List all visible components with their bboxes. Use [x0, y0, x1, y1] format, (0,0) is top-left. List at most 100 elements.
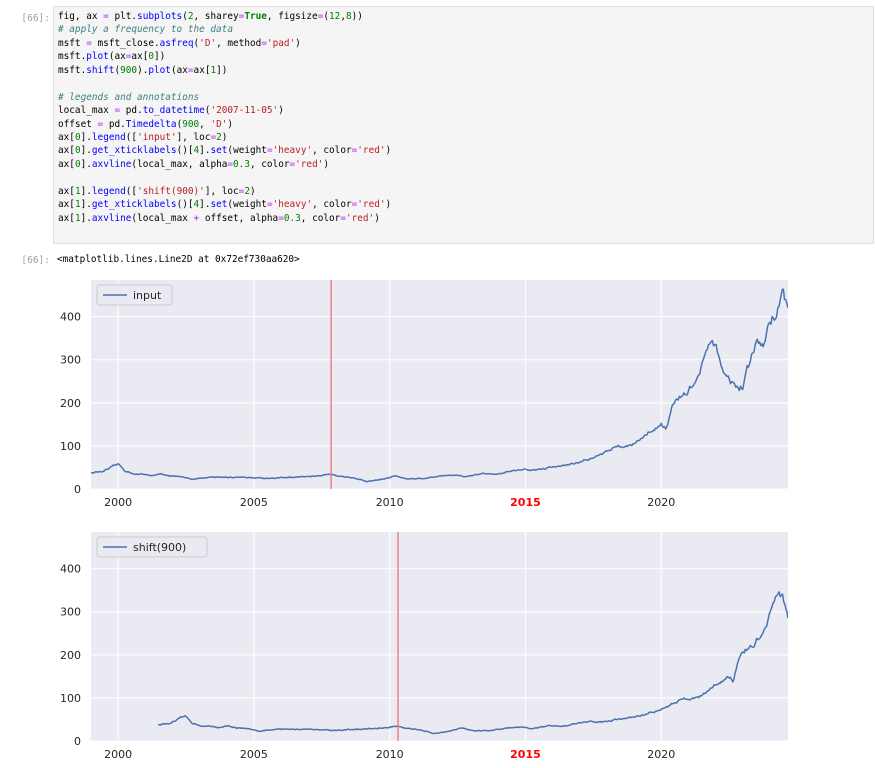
code-token: . — [80, 51, 87, 63]
code-token: , color — [312, 199, 352, 211]
x-tick-label: 2010 — [376, 496, 404, 509]
output-text: <matplotlib.lines.Line2D at 0x72ef730aa6… — [57, 254, 300, 265]
code-token: ()[ — [176, 145, 194, 157]
y-tick-label: 300 — [60, 606, 81, 619]
code-token: ] — [80, 212, 87, 224]
code-token: (local_max, alpha — [131, 158, 228, 170]
code-cell-input[interactable]: fig, ax = plt.subplots(2, sharey=True, f… — [53, 6, 874, 244]
code-token: Timedelta — [125, 118, 177, 130]
code-token: pd — [103, 118, 121, 130]
code-token: 0 — [74, 145, 81, 157]
code-token: . — [142, 64, 149, 76]
code-token: offset — [58, 118, 98, 130]
code-token: 'D' — [210, 118, 228, 130]
code-line: msft = msft_close.asfreq('D', method='pa… — [58, 37, 873, 50]
series-line — [157, 591, 788, 735]
code-token: , color — [300, 212, 341, 224]
code-token: ( — [182, 11, 188, 22]
subplot-2: 0 100 200 300 400 2000 2005 2010 2015 2020 shift(9… — [60, 532, 788, 761]
code-token: = — [266, 145, 273, 157]
code-token: ] — [199, 199, 205, 211]
code-token: 'input' — [137, 131, 177, 143]
code-token: ax[ — [58, 158, 75, 170]
code-token: ) — [385, 145, 392, 157]
code-token: 1 — [74, 199, 81, 211]
code-line — [58, 171, 873, 184]
code-token: 0 — [74, 158, 81, 170]
subplot-1: 0 100 200 300 400 2000 2005 2010 2015 2020 input — [60, 280, 788, 509]
legend-label: shift(900) — [133, 541, 186, 554]
code-token: = — [238, 11, 245, 22]
code-token: . — [204, 145, 211, 157]
code-token: 1 — [210, 64, 217, 76]
code-token: = — [317, 11, 324, 22]
y-tick-label: 100 — [60, 440, 81, 453]
x-tick-label: 2005 — [240, 496, 268, 509]
code-token: . — [86, 212, 92, 224]
code-token: ) — [250, 185, 256, 197]
code-token: = — [261, 37, 267, 49]
code-token: = — [125, 51, 132, 63]
y-tick-label: 200 — [60, 649, 81, 662]
chart-figure: 0 100 200 300 400 2000 2005 2010 2015 2020 input 0 1… — [60, 280, 788, 761]
code-token: ]) — [216, 64, 228, 76]
code-token: ) — [323, 158, 330, 170]
code-token: ) — [221, 131, 228, 143]
code-token: = — [351, 145, 358, 157]
code-token: 12 — [329, 11, 341, 22]
code-token: 'red' — [345, 212, 375, 224]
code-token: ] — [80, 145, 87, 157]
code-token: 2 — [187, 11, 194, 22]
code-token: , — [340, 11, 346, 22]
code-token: ax[ — [58, 185, 75, 197]
code-token: '2007-11-05' — [210, 105, 279, 117]
code-token: legend — [91, 131, 126, 143]
x-tick-label: 2010 — [376, 748, 404, 761]
code-token: local_max — [58, 105, 115, 117]
code-token: = — [187, 64, 194, 76]
code-token: 'D' — [199, 37, 217, 49]
code-line: ax[1].axvline(local_max + offset, alpha=… — [58, 212, 873, 225]
code-token: 'red' — [357, 199, 386, 211]
code-token: . — [120, 118, 126, 130]
code-token: # legends and annotations — [58, 91, 200, 103]
code-token: 900 — [120, 64, 138, 76]
y-tick-label: 200 — [60, 397, 81, 410]
code-token: . — [204, 199, 211, 211]
code-token: 'heavy' — [272, 199, 313, 211]
code-line: offset = pd.Timedelta(900, 'D') — [58, 118, 873, 131]
code-token: , color — [249, 158, 290, 170]
code-token: 8 — [345, 11, 352, 22]
x-tick-label: 2015 — [510, 748, 541, 761]
code-editor[interactable]: fig, ax = plt.subplots(2, sharey=True, f… — [54, 7, 873, 225]
code-token: ax[ — [131, 51, 149, 63]
code-token: ] — [199, 145, 205, 157]
code-token: = — [289, 158, 296, 170]
code-token: # apply a frequency to the data — [58, 24, 233, 36]
code-token: . — [86, 158, 92, 170]
code-token: axvline — [91, 158, 132, 170]
code-token: ax[ — [58, 131, 75, 143]
code-token: 1 — [74, 185, 81, 197]
code-token: ) — [137, 64, 143, 76]
legend: input — [96, 284, 173, 306]
code-token: ], loc — [176, 131, 211, 143]
code-token: asfreq — [159, 37, 194, 49]
code-token: get_xticklabels — [91, 199, 177, 211]
code-token: msft_close — [91, 37, 154, 49]
code-line: local_max = pd.to_datetime('2007-11-05') — [58, 104, 873, 117]
y-tick-label: 0 — [74, 735, 81, 748]
code-token: = — [238, 185, 245, 197]
code-token: . — [80, 64, 87, 76]
legend-box — [96, 536, 208, 558]
code-token: 4 — [193, 145, 200, 157]
code-token: 2 — [216, 131, 222, 143]
code-token: 1 — [74, 212, 81, 224]
code-token: axvline — [91, 212, 132, 224]
code-token: msft — [58, 64, 81, 76]
code-token: . — [86, 131, 92, 143]
code-line: msft.shift(900).plot(ax=ax[1]) — [58, 64, 873, 77]
code-token: ([ — [125, 131, 138, 143]
legend: shift(900) — [96, 536, 208, 558]
code-token: = — [266, 199, 273, 211]
